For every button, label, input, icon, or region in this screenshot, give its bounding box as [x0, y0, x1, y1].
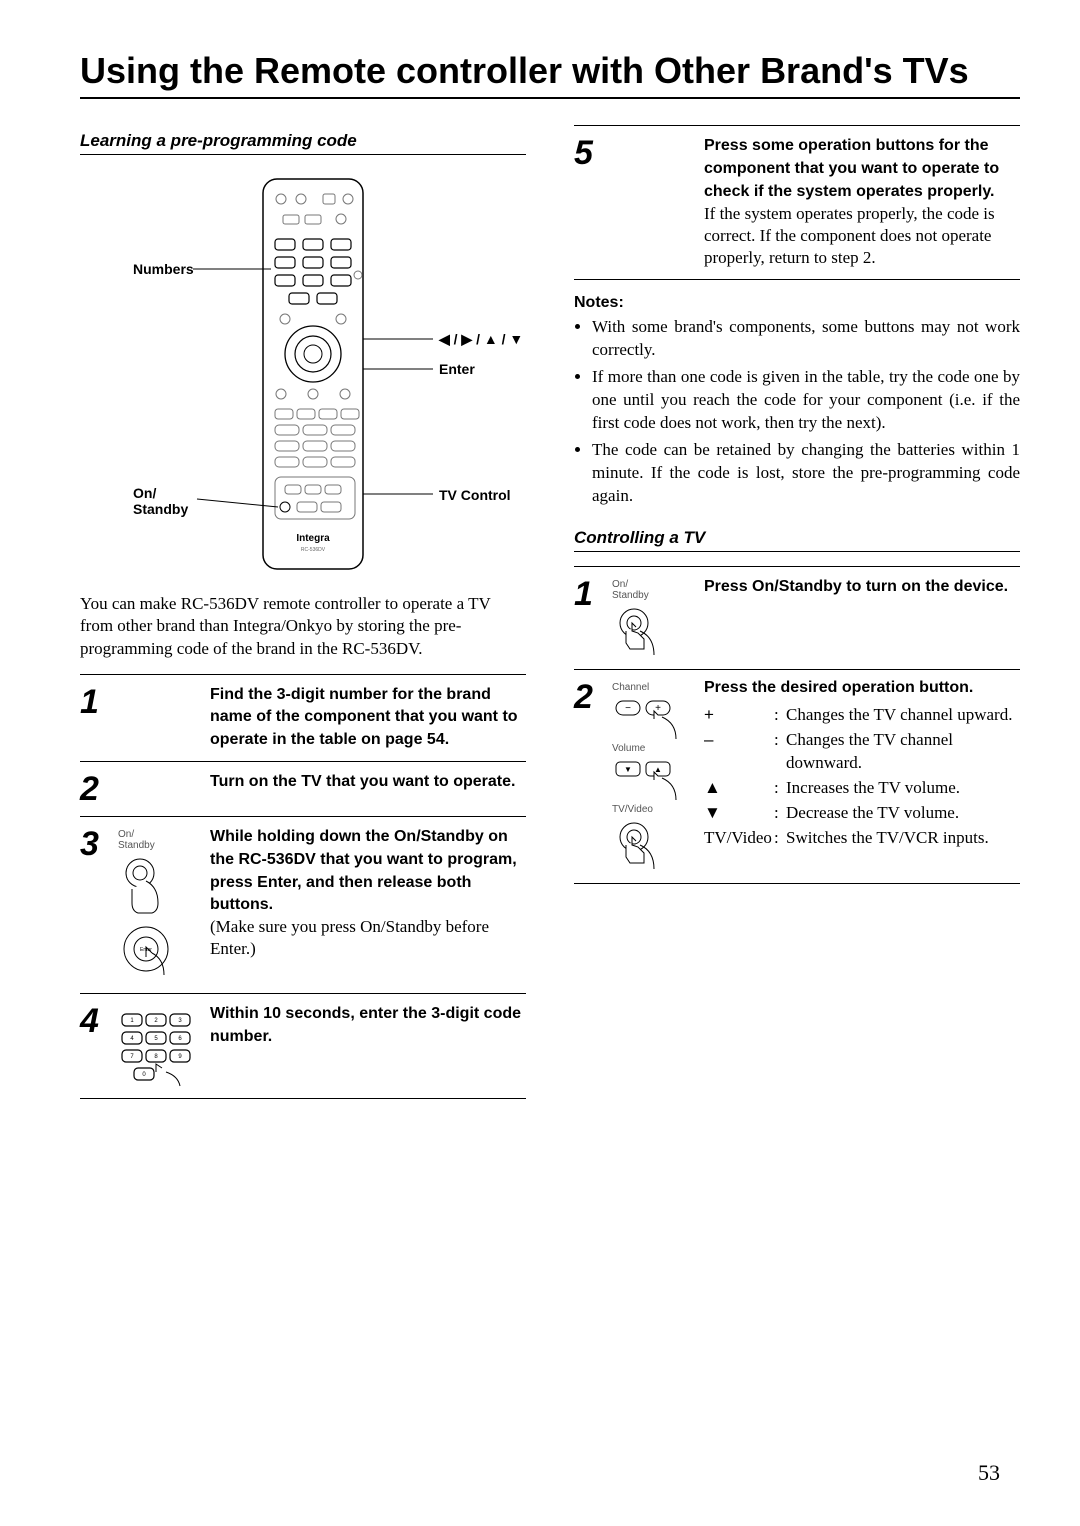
note-item: If more than one code is given in the ta…: [592, 366, 1020, 435]
label-on-standby: On/ Standby: [133, 485, 188, 517]
svg-text:7: 7: [130, 1054, 134, 1060]
step-text: Press some operation buttons for the com…: [704, 137, 999, 200]
learning-step-4: 4 123 456 789 0 Within 10: [80, 994, 526, 1099]
illust-volume-label: Volume: [612, 743, 645, 754]
op-desc: Switches the TV/VCR inputs.: [786, 827, 1020, 850]
remote-diagram: Integra RC-536DV Numbers ◀ / ▶ / ▲ / ▼ E…: [133, 169, 473, 579]
hand-press-icon: [612, 603, 668, 659]
notes-section: Notes: With some brand's components, som…: [574, 294, 1020, 508]
step-text: While holding down the On/Standby on the…: [210, 828, 517, 913]
label-enter: Enter: [439, 361, 475, 377]
step-number: 1: [80, 683, 110, 719]
step-text: Find the 3-digit number for the brand na…: [210, 686, 518, 749]
svg-text:6: 6: [178, 1036, 182, 1042]
learning-intro: You can make RC-536DV remote controller …: [80, 593, 526, 659]
svg-text:Integra: Integra: [296, 533, 330, 544]
left-column: Learning a pre-programming code: [80, 125, 526, 1099]
page-number: 53: [978, 1460, 1000, 1486]
step-number: 4: [80, 1002, 110, 1038]
step-number: 3: [80, 825, 110, 861]
label-tv-control: TV Control: [439, 487, 511, 503]
page-title: Using the Remote controller with Other B…: [80, 50, 1020, 99]
remote-svg: Integra RC-536DV: [133, 169, 473, 579]
step-note: (Make sure you press On/Standby before E…: [210, 917, 489, 958]
svg-text:0: 0: [142, 1072, 146, 1078]
svg-text:8: 8: [154, 1054, 158, 1060]
step-text: Press the desired operation button.: [704, 678, 1020, 699]
svg-text:2: 2: [154, 1018, 158, 1024]
step-text: Press On/Standby to turn on the device.: [704, 578, 1008, 595]
svg-text:5: 5: [154, 1036, 158, 1042]
learning-step-2: 2 Turn on the TV that you want to operat…: [80, 762, 526, 817]
channel-buttons-icon: − +: [612, 695, 684, 743]
step-number: 2: [574, 678, 604, 714]
step-number: 1: [574, 575, 604, 611]
svg-text:−: −: [625, 703, 631, 714]
op-symbol: TV/Video: [704, 827, 774, 850]
keypad-icon: 1 2 3 4 5 6 7 8 9 0: [118, 1008, 198, 1088]
op-desc: Changes the TV channel downward.: [786, 729, 1020, 775]
label-numbers: Numbers: [133, 261, 194, 277]
step-text: Turn on the TV that you want to operate.: [210, 773, 515, 790]
controlling-step-2: 2 Channel − + Volume ▼ ▲: [574, 670, 1020, 884]
learning-step-3: 3 On/ Standby Enter While holding down t…: [80, 817, 526, 994]
hand-press-icon: [612, 817, 668, 873]
controlling-step-1: 1 On/ Standby Press On/Standby to turn o…: [574, 566, 1020, 670]
op-symbol: –: [704, 729, 774, 775]
illust-on-standby-label: On/ Standby: [612, 579, 649, 601]
illust-on-standby-label: On/ Standby: [118, 829, 155, 851]
svg-text:3: 3: [178, 1018, 182, 1024]
step-text: Within 10 seconds, enter the 3-digit cod…: [210, 1005, 521, 1045]
hand-press-icon: Enter: [118, 853, 182, 983]
svg-text:9: 9: [178, 1054, 182, 1060]
learning-heading: Learning a pre-programming code: [80, 131, 526, 155]
note-item: With some brand's components, some butto…: [592, 316, 1020, 362]
op-symbol: ▼: [704, 802, 774, 825]
step-number: 2: [80, 770, 110, 806]
label-arrows: ◀ / ▶ / ▲ / ▼: [439, 331, 523, 348]
svg-text:RC-536DV: RC-536DV: [301, 547, 326, 553]
learning-step-1: 1 Find the 3-digit number for the brand …: [80, 674, 526, 762]
controlling-heading: Controlling a TV: [574, 528, 1020, 552]
right-column: 5 Press some operation buttons for the c…: [574, 125, 1020, 1099]
note-item: The code can be retained by changing the…: [592, 439, 1020, 508]
svg-text:1: 1: [130, 1018, 134, 1024]
op-desc: Increases the TV volume.: [786, 777, 1020, 800]
illust-channel-label: Channel: [612, 682, 649, 693]
op-symbol: +: [704, 704, 774, 727]
notes-title: Notes:: [574, 294, 1020, 312]
operation-table: +:Changes the TV channel upward. –:Chang…: [704, 704, 1020, 850]
volume-buttons-icon: ▼ ▲: [612, 756, 684, 804]
learning-step-5: 5 Press some operation buttons for the c…: [574, 125, 1020, 280]
step-note: If the system operates properly, the cod…: [704, 204, 995, 267]
svg-text:4: 4: [130, 1036, 134, 1042]
op-desc: Changes the TV channel upward.: [786, 704, 1020, 727]
illust-tvvideo-label: TV/Video: [612, 804, 653, 815]
step-number: 5: [574, 134, 604, 170]
op-desc: Decrease the TV volume.: [786, 802, 1020, 825]
svg-text:Enter: Enter: [140, 947, 152, 953]
two-column-layout: Learning a pre-programming code: [80, 125, 1020, 1099]
svg-text:▼: ▼: [624, 765, 632, 774]
op-symbol: ▲: [704, 777, 774, 800]
